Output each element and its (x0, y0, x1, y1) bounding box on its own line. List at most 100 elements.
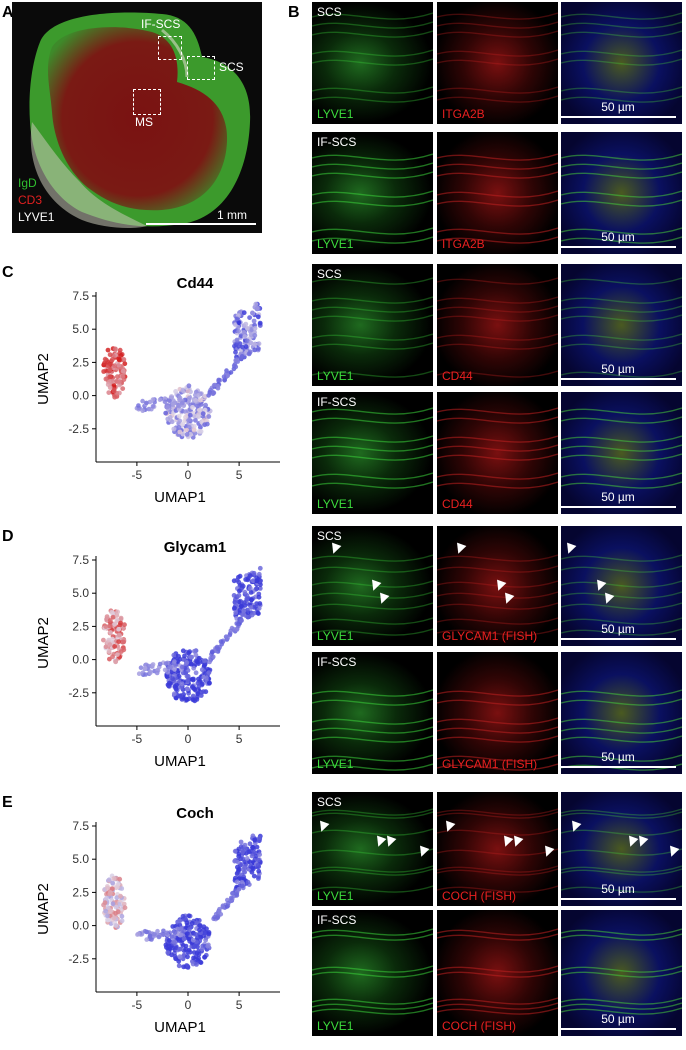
umap-cell-point (108, 908, 114, 913)
umap-cell-point (256, 594, 262, 600)
scale-bar (146, 223, 256, 225)
umap-cell-point (233, 597, 238, 602)
umap-cell-point (202, 422, 208, 428)
channel-label-lyve1: LYVE1 (317, 369, 354, 383)
umap-cell-point (198, 429, 204, 434)
umap-cell-point (202, 954, 208, 960)
umap-cell-point (245, 607, 250, 613)
x-tick-label: 5 (236, 468, 243, 482)
x-tick-label: 0 (185, 732, 192, 746)
umap-cell-point (113, 346, 118, 352)
umap-cell-point (202, 658, 207, 664)
region-label: IF-SCS (317, 913, 357, 927)
panel-label-c: C (2, 264, 14, 281)
umap-cell-point (185, 678, 190, 683)
umap-cell-point (203, 402, 209, 408)
umap-cell-point (112, 621, 118, 627)
tissue-texture (437, 808, 558, 893)
umap-cell-point (230, 891, 235, 896)
umap-cell-point (232, 848, 238, 854)
umap-cell-point (237, 588, 242, 594)
umap-cell-point (201, 924, 207, 930)
marker-channel-image: CD44 (437, 264, 558, 386)
umap-cell-point (103, 644, 109, 650)
y-axis-title: UMAP2 (35, 883, 52, 935)
merged-channel-image: 50 µm (561, 652, 682, 774)
umap-cell-point (161, 928, 166, 934)
umap-cell-point (166, 938, 172, 943)
umap-cell-point (121, 901, 127, 907)
panel-label-e: E (2, 794, 13, 811)
umap-cell-point (197, 927, 202, 933)
umap-cell-point (118, 649, 124, 654)
umap-cell-point (171, 652, 177, 658)
umap-cell-point (251, 570, 257, 576)
umap-cell-point (196, 655, 202, 661)
tissue-texture (437, 12, 558, 103)
channel-label-marker: ITGA2B (442, 107, 485, 121)
channel-label-marker: CD44 (442, 497, 473, 511)
umap-cell-point (120, 386, 126, 391)
umap-cell-point (109, 610, 115, 615)
umap-cell-point (193, 652, 199, 658)
umap-cell-point (170, 939, 176, 944)
umap-cell-point (171, 934, 177, 940)
lyve1-channel-image: IF-SCS LYVE1 (312, 652, 433, 774)
umap-cell-point (186, 947, 192, 953)
marker-channel-image: COCH (FISH) (437, 910, 558, 1036)
umap-cell-point (250, 844, 256, 850)
tissue-texture (312, 554, 433, 636)
umap-cell-point (192, 943, 198, 949)
lyve1-channel-image: SCS LYVE1 (312, 792, 433, 906)
umap-cell-point (206, 414, 212, 419)
umap-cell-point (233, 349, 238, 355)
umap-cell-point (167, 398, 172, 403)
umap-cell-point (225, 373, 230, 378)
umap-cell-point (190, 684, 195, 689)
umap-cell-point (113, 923, 119, 928)
umap-cell-point (157, 661, 163, 667)
x-tick-label: 5 (236, 998, 243, 1012)
lyve1-channel-image: IF-SCS LYVE1 (312, 910, 433, 1036)
umap-cell-point (185, 931, 190, 936)
umap-cell-point (136, 403, 141, 408)
umap-cell-point (184, 920, 190, 926)
umap-cell-point (196, 684, 202, 689)
umap-cell-point (219, 642, 224, 647)
umap-cell-point (117, 379, 122, 385)
umap-cell-point (107, 891, 113, 897)
umap-cell-point (252, 837, 258, 843)
umap-cell-point (174, 682, 180, 688)
umap-cell-point (249, 853, 255, 859)
umap-cell-point (256, 836, 262, 841)
umap-cell-point (177, 403, 182, 409)
umap-cell-point (177, 918, 183, 924)
scale-bar (561, 506, 676, 508)
roi-label-scs: SCS (219, 60, 244, 74)
umap-cell-point (177, 418, 183, 424)
x-tick-label: -5 (132, 998, 143, 1012)
umap-cell-point (257, 565, 263, 571)
umap-cell-point (215, 915, 220, 921)
umap-cell-point (177, 694, 183, 699)
umap-cell-point (106, 648, 112, 654)
umap-cell-point (162, 396, 168, 401)
umap-cell-point (236, 593, 242, 598)
umap-cell-point (232, 362, 238, 367)
umap-cell-point (248, 605, 254, 610)
umap-cell-point (236, 622, 241, 627)
umap-cell-point (112, 644, 117, 649)
umap-cell-point (226, 901, 231, 906)
scale-bar (561, 766, 676, 768)
umap-cell-point (206, 930, 212, 935)
umap-cell-point (203, 937, 209, 943)
umap-cell-point (140, 408, 145, 413)
umap-cell-point (236, 599, 242, 605)
umap-cell-point (211, 382, 217, 388)
umap-cell-point (248, 332, 254, 338)
umap-cell-point (114, 884, 120, 890)
umap-cell-point (257, 586, 263, 591)
umap-cell-point (118, 893, 123, 899)
umap-cell-point (187, 927, 192, 932)
region-label: IF-SCS (317, 135, 357, 149)
